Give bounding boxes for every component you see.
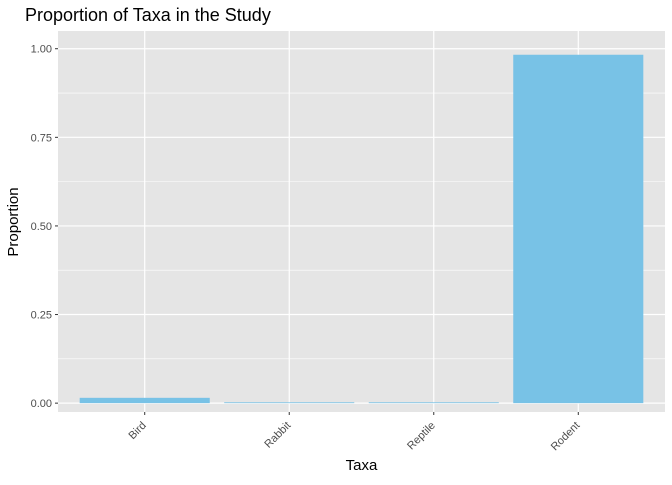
y-tick-label: 0.50 (31, 221, 52, 233)
y-tick-label: 0.25 (31, 310, 52, 322)
x-axis: Bird Rabbit Reptile Rodent (127, 412, 583, 454)
bar-rodent (513, 54, 644, 404)
x-axis-title: Taxa (346, 457, 378, 474)
x-tick-label-rabbit: Rabbit (262, 420, 293, 451)
y-tick-label: 1.00 (31, 44, 52, 56)
y-axis: 0.00 0.25 0.50 0.75 1.00 (31, 44, 58, 410)
x-tick-label-reptile: Reptile (405, 420, 438, 453)
bar-rabbit (224, 402, 355, 404)
chart-title: Proportion of Taxa in the Study (25, 5, 271, 25)
x-tick-label-rodent: Rodent (549, 420, 583, 454)
bar-bird (79, 397, 210, 404)
y-tick-label: 0.75 (31, 132, 52, 144)
x-tick-label-bird: Bird (127, 420, 149, 442)
y-axis-title: Proportion (5, 187, 22, 256)
bars (79, 54, 644, 404)
bar-reptile (368, 402, 499, 404)
y-tick-label: 0.00 (31, 398, 52, 410)
